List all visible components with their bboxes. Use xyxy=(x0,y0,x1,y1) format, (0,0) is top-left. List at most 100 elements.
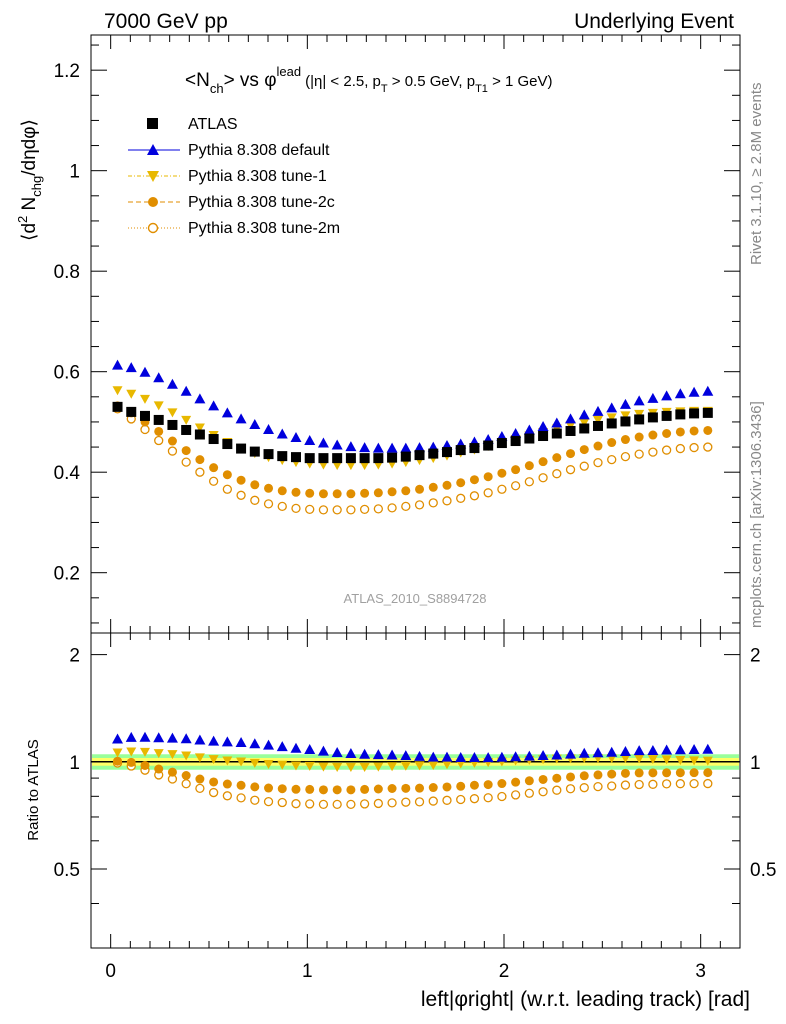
ratio-point-tune2c xyxy=(662,768,672,778)
point-tune2c xyxy=(579,445,589,455)
ratio-point-default xyxy=(606,746,618,757)
point-tune2c xyxy=(291,487,301,497)
point-tune2m xyxy=(634,449,644,459)
point-atlas xyxy=(181,424,192,435)
point-tune2c xyxy=(195,455,205,465)
point-atlas xyxy=(469,443,480,454)
point-atlas xyxy=(236,443,247,454)
ratio-point-default xyxy=(153,732,165,743)
ratio-point-tune2m xyxy=(332,799,342,810)
point-tune2m xyxy=(675,443,686,454)
ratio-point-tune2m xyxy=(222,791,232,801)
point-tune2m xyxy=(154,435,164,446)
point-atlas xyxy=(249,446,260,457)
point-tune2m xyxy=(689,442,699,453)
ratio-point-default xyxy=(482,752,494,763)
point-tune1 xyxy=(153,401,164,411)
point-tune1 xyxy=(126,389,137,399)
ratio-point-tune2m xyxy=(634,779,644,790)
ratio-point-tune2m xyxy=(401,797,411,807)
point-atlas xyxy=(126,406,137,417)
point-tune2c xyxy=(360,488,370,498)
ratio-point-tune1 xyxy=(236,757,247,767)
point-tune2m xyxy=(510,481,521,491)
point-default xyxy=(221,407,233,418)
point-default xyxy=(578,409,590,420)
y-tick-label-ratio: 0.5 xyxy=(54,860,80,881)
main-panel: 0.2 0.4 0.6 0.8 1 1.2 <Nch> vs φlead(|η| < 2.… xyxy=(15,34,741,634)
point-atlas xyxy=(551,428,562,439)
point-tune1 xyxy=(345,461,356,471)
point-tune1 xyxy=(139,394,150,404)
point-atlas xyxy=(496,438,507,449)
point-tune2c xyxy=(662,428,672,438)
point-default xyxy=(606,402,618,413)
point-atlas xyxy=(510,436,521,447)
ratio-point-default xyxy=(592,747,604,758)
ratio-point-tune2m xyxy=(318,799,329,810)
ratio-point-tune1 xyxy=(126,747,137,757)
ratio-point-tune2m xyxy=(497,791,507,802)
ratio-point-default xyxy=(276,741,288,752)
point-default xyxy=(688,386,700,397)
point-tune2c xyxy=(511,465,521,475)
point-tune2c xyxy=(318,489,328,499)
ratio-point-tune2c xyxy=(236,780,246,790)
ratio-point-tune2m xyxy=(359,799,370,809)
point-tune2c xyxy=(483,472,493,482)
ratio-point-tune1 xyxy=(249,758,260,768)
legend-label-tune2m: Pythia 8.308 tune-2m xyxy=(188,220,340,237)
point-tune2m xyxy=(236,490,246,500)
y-axis-title-ratio: Ratio to ATLAS xyxy=(25,739,42,840)
ratio-point-tune2m xyxy=(442,795,452,805)
header-right-label: Underlying Event xyxy=(574,10,734,33)
ratio-point-default xyxy=(565,748,577,759)
legend-marker-tune2c xyxy=(148,197,158,207)
legend-label-tune1: Pythia 8.308 tune-1 xyxy=(188,168,327,185)
legend-label-tune2c: Pythia 8.308 tune-2c xyxy=(188,194,335,211)
point-tune2c xyxy=(222,470,232,480)
point-tune1 xyxy=(592,415,603,425)
point-tune1 xyxy=(565,421,576,431)
point-tune2m xyxy=(593,457,603,468)
point-tune1 xyxy=(112,386,123,396)
ratio-point-tune2c xyxy=(291,784,301,794)
point-tune2c xyxy=(469,475,479,485)
ratio-point-tune2c xyxy=(332,785,342,795)
point-default xyxy=(674,388,686,399)
ratio-point-tune2c xyxy=(483,780,493,790)
ratio-point-default xyxy=(194,734,206,745)
ratio-point-tune1 xyxy=(414,761,425,771)
ratio-point-tune2c xyxy=(346,785,356,795)
ratio-point-tune2c xyxy=(250,782,260,792)
point-atlas xyxy=(675,409,686,420)
ratio-point-default xyxy=(331,747,343,758)
point-atlas xyxy=(139,410,150,421)
point-default xyxy=(702,385,714,396)
point-atlas xyxy=(634,414,645,425)
ratio-point-tune2m xyxy=(552,785,562,795)
ratio-point-tune2m xyxy=(181,779,191,789)
point-tune2m xyxy=(195,467,205,477)
legend-entry-tune1: Pythia 8.308 tune-1 xyxy=(128,168,327,185)
ratio-point-default xyxy=(386,749,398,760)
point-tune2c xyxy=(689,426,699,436)
point-atlas xyxy=(387,452,398,463)
legend-marker-tune2m xyxy=(147,222,159,234)
ratio-point-tune2c xyxy=(209,777,219,787)
point-tune2c xyxy=(703,425,713,435)
point-tune2m xyxy=(140,424,150,435)
ratio-point-tune2c xyxy=(277,784,287,794)
ratio-point-tune2c xyxy=(113,756,123,766)
point-default xyxy=(112,359,124,370)
point-tune2m xyxy=(552,469,562,479)
ratio-point-tune2c xyxy=(456,781,466,791)
ratio-point-tune1 xyxy=(702,756,713,766)
ratio-point-tune2m xyxy=(414,797,425,807)
legend: ATLAS Pythia 8.308 default Pythia 8.308 … xyxy=(128,116,340,237)
legend-marker-tune1 xyxy=(147,171,159,182)
point-default xyxy=(194,393,206,404)
point-tune2c xyxy=(387,487,397,497)
ratio-point-default xyxy=(180,733,192,744)
point-atlas xyxy=(167,419,178,430)
